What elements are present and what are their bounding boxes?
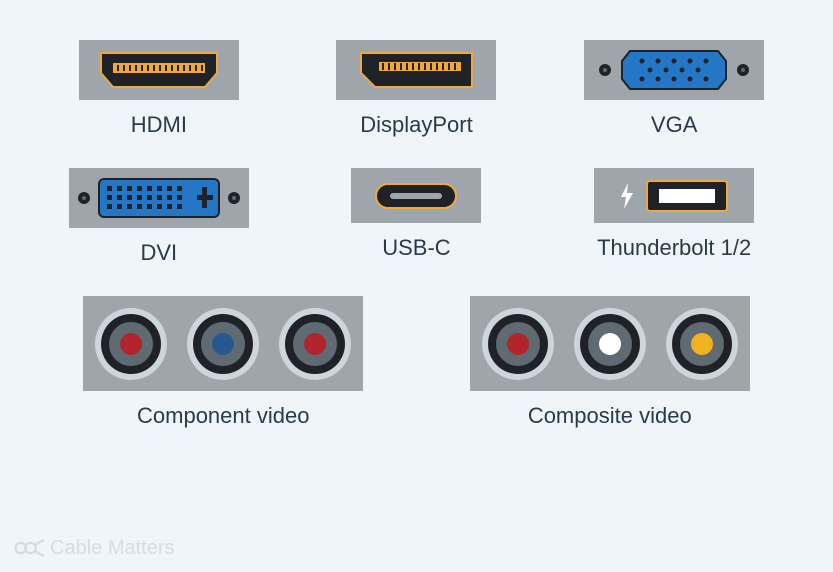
dvi-icon bbox=[97, 177, 221, 219]
rca-jack-icon bbox=[277, 306, 353, 382]
displayport-icon bbox=[359, 51, 474, 89]
vga-icon bbox=[620, 49, 728, 91]
usbc-cell: USB-C bbox=[351, 168, 481, 266]
composite-plate bbox=[470, 296, 750, 391]
component-cell: Component video bbox=[83, 296, 363, 429]
component-label: Component video bbox=[83, 403, 363, 429]
bottom-row: Component video Composite bbox=[0, 286, 833, 429]
composite-cell: Composite video bbox=[470, 296, 750, 429]
composite-label: Composite video bbox=[470, 403, 750, 429]
screw-icon bbox=[598, 63, 612, 77]
usbc-label: USB-C bbox=[351, 235, 481, 261]
rca-jack-icon bbox=[93, 306, 169, 382]
hdmi-plate bbox=[79, 40, 239, 100]
hdmi-label: HDMI bbox=[79, 112, 239, 138]
usbc-plate bbox=[351, 168, 481, 223]
thunderbolt-plate bbox=[594, 168, 754, 223]
displayport-plate bbox=[336, 40, 496, 100]
vga-cell: VGA bbox=[584, 40, 764, 138]
dvi-cell: DVI bbox=[69, 168, 249, 266]
vga-plate bbox=[584, 40, 764, 100]
dvi-plate bbox=[69, 168, 249, 228]
screw-icon bbox=[736, 63, 750, 77]
thunderbolt-label: Thunderbolt 1/2 bbox=[594, 235, 754, 261]
rca-jack-icon bbox=[664, 306, 740, 382]
rca-jack-icon bbox=[480, 306, 556, 382]
watermark-icon bbox=[14, 536, 44, 560]
hdmi-icon bbox=[99, 51, 219, 89]
hdmi-cell: HDMI bbox=[79, 40, 239, 138]
rca-jack-icon bbox=[185, 306, 261, 382]
rca-jack-icon bbox=[572, 306, 648, 382]
watermark-text: Cable Matters bbox=[50, 537, 175, 560]
connector-grid: HDMI DisplayPort bbox=[0, 0, 833, 286]
watermark: Cable Matters bbox=[14, 536, 175, 560]
screw-icon bbox=[77, 191, 91, 205]
thunderbolt-icon bbox=[645, 179, 729, 213]
screw-icon bbox=[227, 191, 241, 205]
thunderbolt-cell: Thunderbolt 1/2 bbox=[594, 168, 754, 266]
displayport-cell: DisplayPort bbox=[336, 40, 496, 138]
vga-label: VGA bbox=[584, 112, 764, 138]
displayport-label: DisplayPort bbox=[336, 112, 496, 138]
usbc-icon bbox=[374, 182, 458, 210]
dvi-label: DVI bbox=[69, 240, 249, 266]
component-plate bbox=[83, 296, 363, 391]
lightning-icon bbox=[619, 182, 635, 210]
